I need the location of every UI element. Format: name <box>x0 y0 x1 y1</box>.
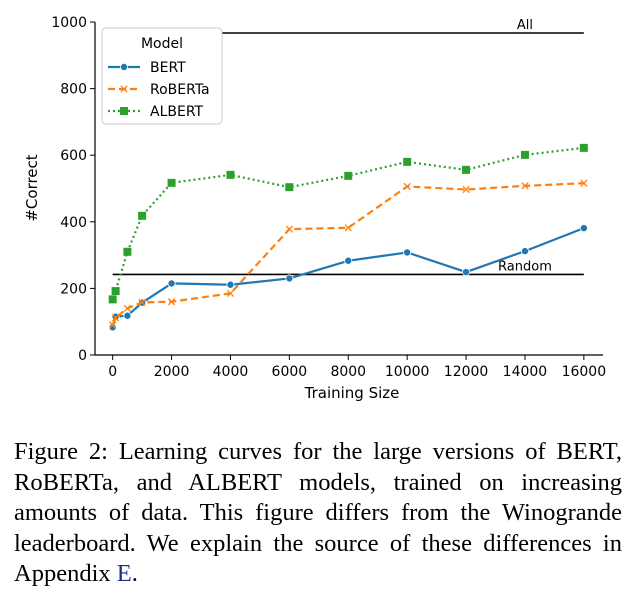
legend-label-bert: BERT <box>150 60 186 76</box>
y-axis-ticks: 0 200 400 600 800 1000 <box>51 15 95 364</box>
series-line-albert <box>111 146 584 300</box>
data-point-roberta <box>521 182 529 190</box>
figure-caption: Figure 2: Learning curves for the large … <box>14 437 622 590</box>
y-tick-label: 800 <box>60 82 87 98</box>
data-point-roberta <box>580 179 588 187</box>
data-point-albert <box>462 165 471 174</box>
x-tick-label: 14000 <box>503 364 548 380</box>
legend: Model BERT RoBERTa ALBERT <box>101 27 223 125</box>
legend-label-roberta: RoBERTa <box>150 82 210 98</box>
data-point-roberta <box>111 314 120 322</box>
reference-label-all: All <box>517 18 533 33</box>
caption-text: Figure 2: Learning curves for the large … <box>14 438 622 587</box>
data-point-roberta <box>226 289 235 298</box>
data-point-bert <box>123 311 132 320</box>
data-point-albert <box>108 295 117 304</box>
appendix-link[interactable]: E <box>116 560 132 587</box>
data-point-roberta <box>403 182 411 191</box>
data-point-bert <box>579 224 588 233</box>
series-layer <box>108 143 588 332</box>
x-tick-label: 6000 <box>272 364 308 380</box>
legend-box <box>101 27 223 125</box>
legend-label-albert: ALBERT <box>150 104 204 120</box>
data-point-albert <box>579 143 588 152</box>
x-tick-label: 8000 <box>330 364 366 380</box>
data-point-albert <box>285 183 294 192</box>
data-point-bert <box>344 256 353 265</box>
x-tick-label: 12000 <box>444 364 489 380</box>
x-axis-ticks: 0 2000 4000 6000 8000 10000 12000 14000 16000 <box>108 355 606 380</box>
data-point-roberta <box>109 321 117 329</box>
data-point-albert <box>226 170 235 179</box>
data-point-roberta <box>138 298 146 307</box>
caption-end: . <box>131 560 138 587</box>
x-tick-label: 2000 <box>154 364 190 380</box>
x-tick-label: 4000 <box>213 364 249 380</box>
data-point-albert <box>344 171 353 180</box>
data-point-roberta <box>285 225 294 233</box>
data-point-bert <box>226 280 235 289</box>
legend-title: Model <box>141 36 183 52</box>
data-point-bert <box>520 247 529 256</box>
series-line-bert <box>111 227 585 328</box>
data-point-albert <box>403 157 412 166</box>
x-tick-label: 0 <box>108 364 117 380</box>
data-point-roberta <box>344 224 352 232</box>
x-axis-label: Training Size <box>304 384 400 402</box>
y-tick-label: 400 <box>60 215 87 231</box>
y-tick-label: 1000 <box>51 15 87 31</box>
legend-marker-bert <box>120 63 129 72</box>
y-axis-label: #Correct <box>23 154 41 221</box>
data-point-albert <box>520 150 529 159</box>
data-point-albert <box>138 211 147 220</box>
x-tick-label: 16000 <box>562 364 607 380</box>
data-point-roberta <box>123 304 132 313</box>
series-line-roberta <box>111 182 584 326</box>
legend-marker-roberta <box>120 85 128 93</box>
x-tick-label: 10000 <box>385 364 430 380</box>
data-point-albert <box>167 178 176 187</box>
data-point-albert <box>111 287 120 296</box>
data-point-roberta <box>462 185 470 194</box>
figure: All Random 0 2000 4000 6000 8000 10000 12000 140… <box>23 15 606 402</box>
data-point-bert <box>462 268 471 277</box>
data-point-bert <box>167 279 176 288</box>
data-point-bert <box>285 274 294 283</box>
legend-marker-albert <box>120 107 128 115</box>
data-point-roberta <box>167 298 176 306</box>
reference-lines: All Random <box>112 18 584 276</box>
y-tick-label: 600 <box>60 148 87 164</box>
reference-label-random: Random <box>498 259 552 274</box>
data-point-bert <box>403 248 412 257</box>
y-tick-label: 0 <box>78 348 87 364</box>
data-point-albert <box>123 247 132 256</box>
legend-entries: BERT RoBERTa ALBERT <box>108 60 210 120</box>
y-tick-label: 200 <box>60 281 87 297</box>
